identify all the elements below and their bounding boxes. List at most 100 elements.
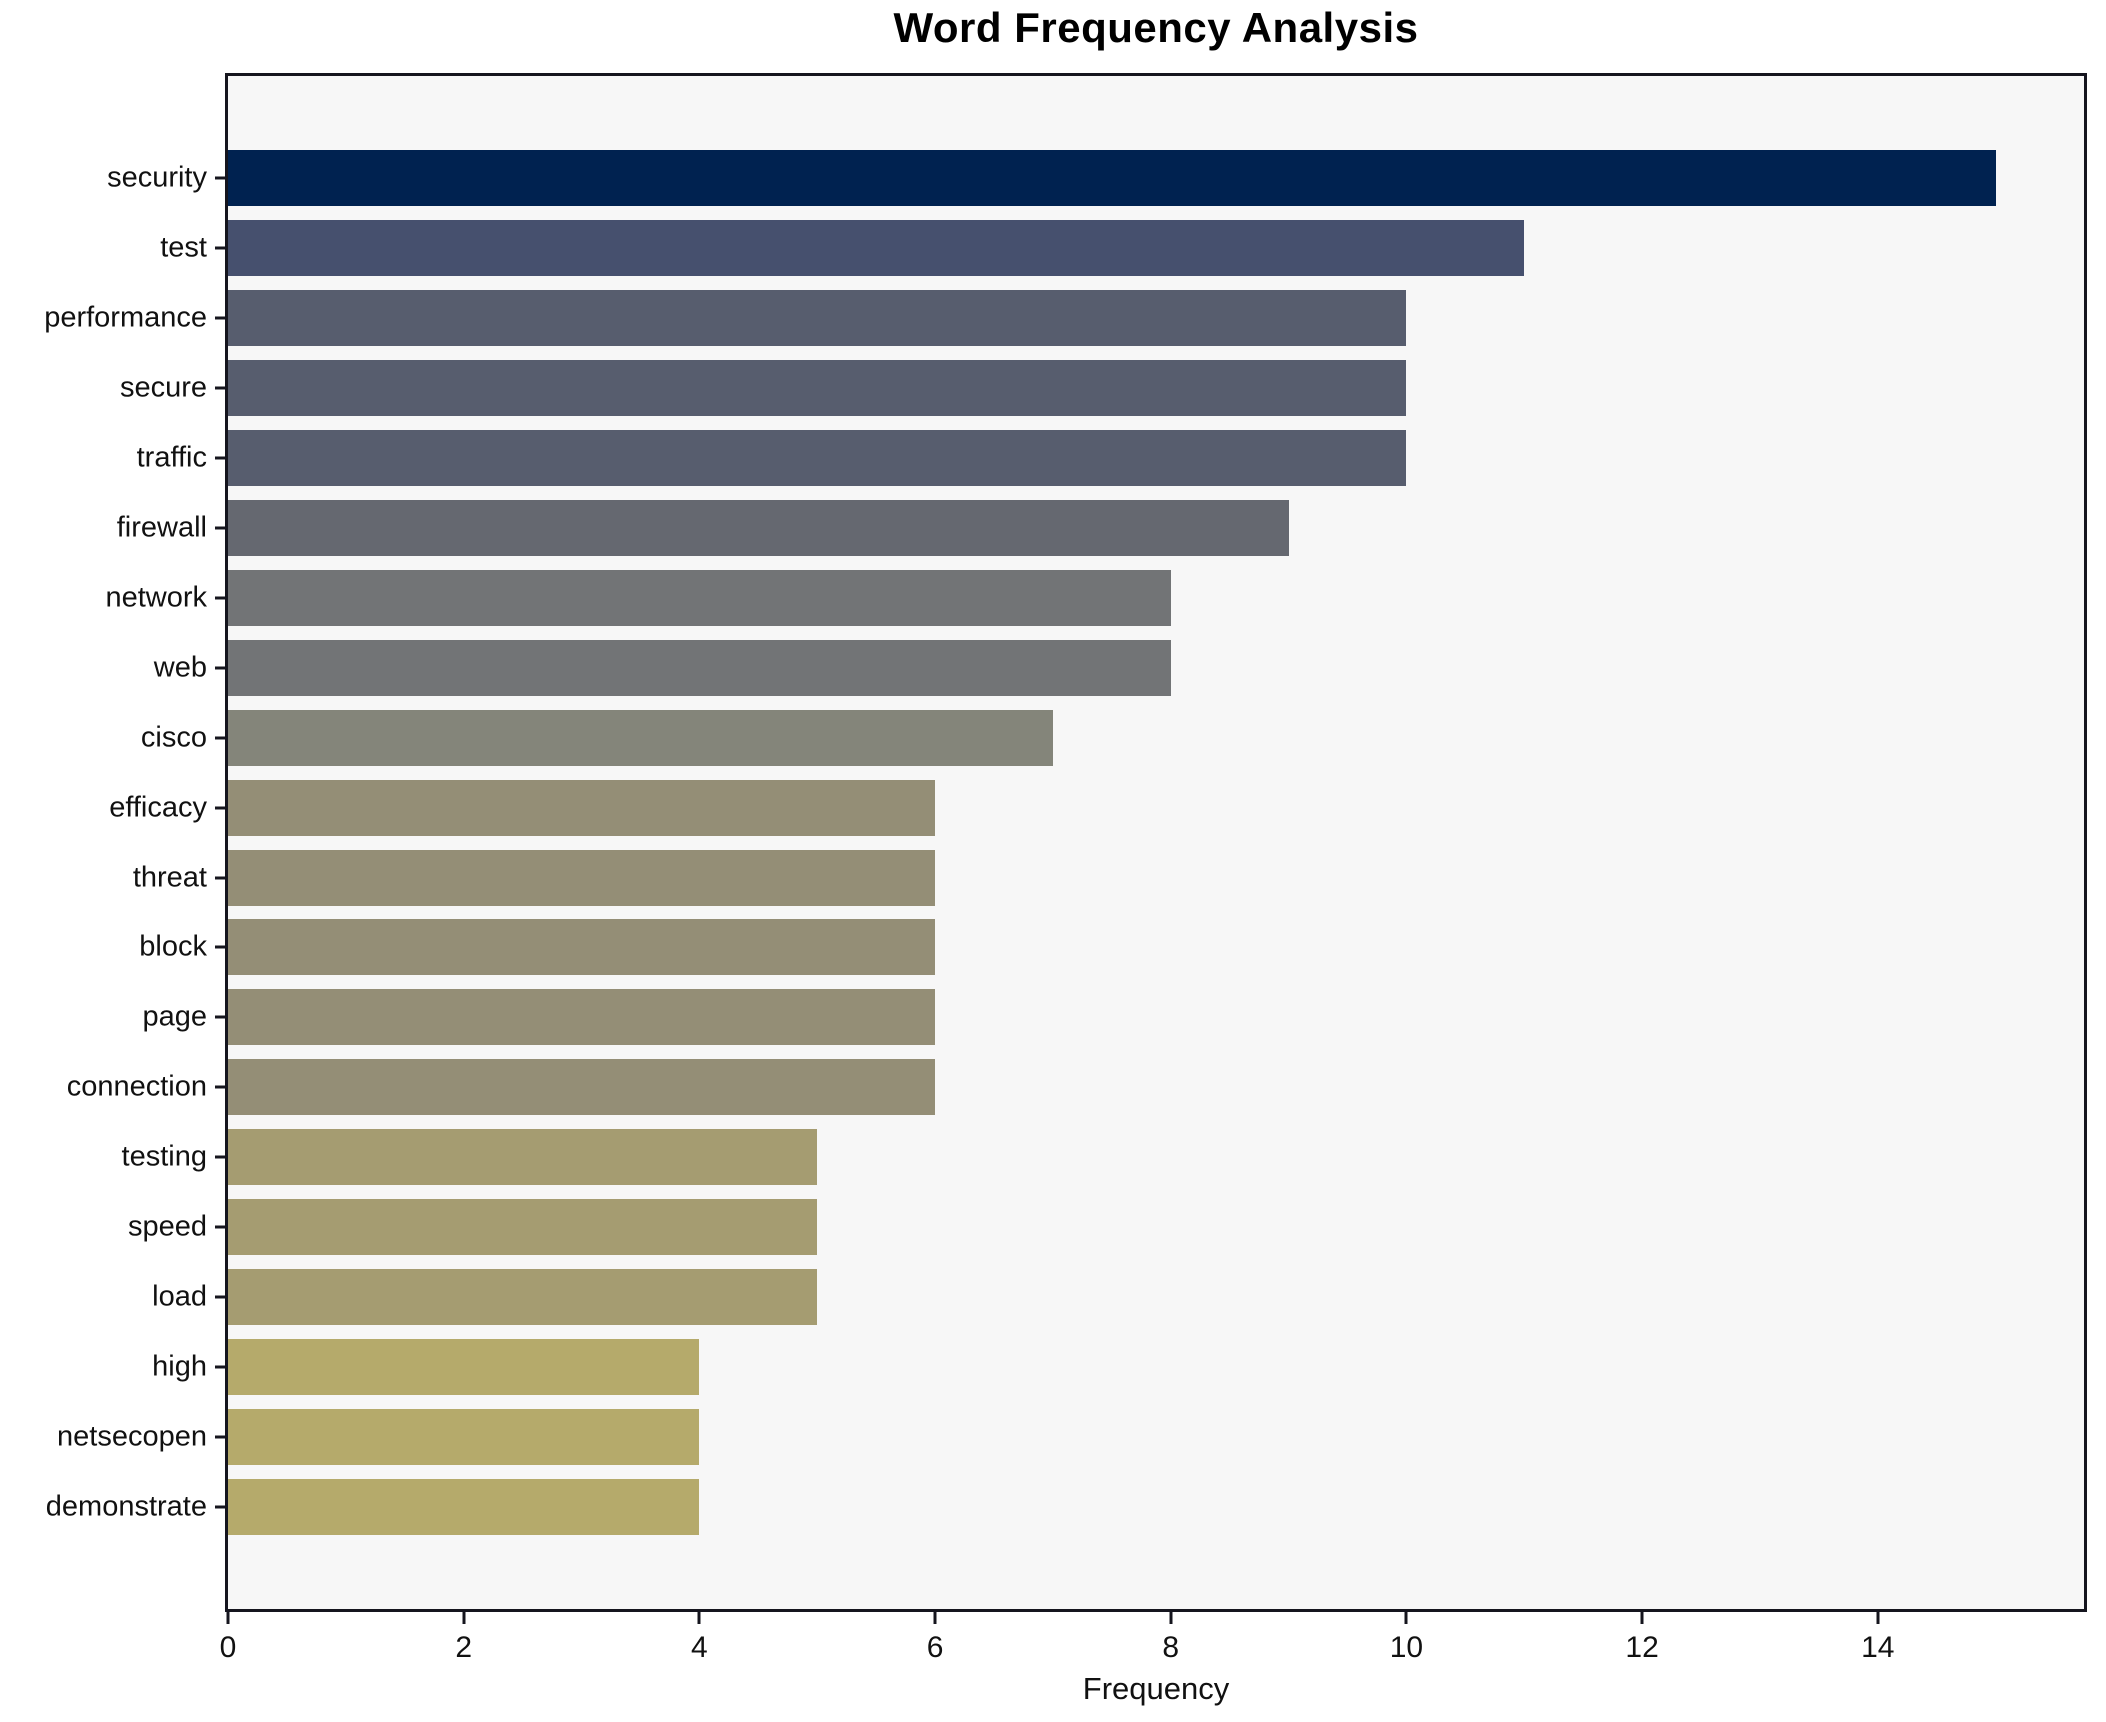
x-tick-label: 10 <box>1389 1631 1424 1664</box>
x-tick-mark <box>1169 1612 1173 1624</box>
y-tick-mark <box>215 316 225 320</box>
bar-row-load: load <box>152 1262 2084 1332</box>
x-tick-mark <box>697 1612 701 1624</box>
y-tick-label-netsecopen: netsecopen <box>57 1420 207 1453</box>
x-tick-label: 6 <box>926 1631 944 1664</box>
y-tick-mark <box>215 1295 225 1299</box>
bar-row-testing: testing <box>122 1122 2084 1192</box>
bar-row-connection: connection <box>67 1052 2084 1122</box>
y-tick-label-firewall: firewall <box>116 511 207 544</box>
bar-page <box>228 989 936 1046</box>
x-tick-label: 2 <box>455 1631 473 1664</box>
bar-load <box>228 1269 818 1326</box>
y-tick-label-network: network <box>105 581 207 614</box>
chart-title: Word Frequency Analysis <box>893 4 1419 51</box>
bar-security <box>228 149 1996 206</box>
y-tick-label-load: load <box>152 1280 207 1313</box>
bar-web <box>228 639 1171 696</box>
bar-row-traffic: traffic <box>137 423 2084 493</box>
x-tick-label: 12 <box>1625 1631 1659 1664</box>
y-tick-label-testing: testing <box>121 1140 207 1173</box>
y-tick-mark <box>215 1505 225 1509</box>
bar-row-threat: threat <box>133 843 2084 913</box>
y-tick-label-test: test <box>160 231 207 264</box>
x-tick-mark <box>1876 1612 1880 1624</box>
bar-secure <box>228 359 1407 416</box>
x-tick-label: 0 <box>219 1631 237 1664</box>
y-tick-mark <box>215 386 225 390</box>
y-tick-mark <box>215 806 225 810</box>
y-tick-mark <box>215 1015 225 1019</box>
bar-row-netsecopen: netsecopen <box>57 1402 2084 1472</box>
y-tick-label-high: high <box>152 1350 207 1383</box>
bar-network <box>228 569 1171 626</box>
plot-area: security test performance secure traffic fire… <box>44 73 2087 1706</box>
bar-firewall <box>228 499 1289 556</box>
bar-row-page: page <box>142 982 2084 1052</box>
bar-cisco <box>228 709 1053 766</box>
x-tick-mark <box>1404 1612 1408 1624</box>
y-tick-mark <box>215 1225 225 1229</box>
bar-row-high: high <box>152 1332 2084 1402</box>
bar-efficacy <box>228 779 936 836</box>
y-tick-mark <box>215 945 225 949</box>
bar-speed <box>228 1199 818 1256</box>
bar-row-web: web <box>154 633 2084 703</box>
bar-performance <box>228 289 1407 346</box>
y-tick-label-performance: performance <box>44 301 207 334</box>
y-tick-mark <box>215 876 225 879</box>
bar-row-speed: speed <box>128 1192 2084 1262</box>
y-tick-mark <box>215 526 225 530</box>
bar-row-secure: secure <box>120 353 2084 423</box>
y-tick-mark <box>215 736 225 740</box>
bar-row-network: network <box>105 563 2084 633</box>
x-tick-mark <box>1640 1612 1644 1624</box>
x-tick-mark <box>462 1612 466 1624</box>
y-tick-mark <box>215 666 225 670</box>
bar-high <box>228 1339 700 1396</box>
bar-row-cisco: cisco <box>141 703 2084 773</box>
bar-row-performance: performance <box>44 283 2084 353</box>
bars-container: security test performance secure traffic fire… <box>44 76 2084 1609</box>
y-tick-label-speed: speed <box>127 1210 207 1243</box>
y-tick-mark <box>215 596 225 600</box>
x-tick-label: 14 <box>1861 1631 1895 1664</box>
y-tick-label-traffic: traffic <box>136 441 207 474</box>
x-tick-mark <box>226 1612 230 1624</box>
y-tick-label-web: web <box>153 651 207 684</box>
y-tick-label-efficacy: efficacy <box>109 791 207 824</box>
y-tick-mark <box>215 246 225 250</box>
bar-row-test: test <box>160 213 2084 283</box>
y-tick-label-secure: secure <box>119 371 207 404</box>
y-tick-mark <box>215 1085 225 1089</box>
x-axis-label: Frequency <box>1082 1671 1230 1706</box>
y-tick-mark <box>215 456 225 460</box>
x-tick-label: 8 <box>1162 1631 1180 1664</box>
y-tick-label-block: block <box>139 930 207 963</box>
y-tick-label-security: security <box>107 161 207 194</box>
bar-row-firewall: firewall <box>117 493 2084 563</box>
bar-test <box>228 219 1525 276</box>
y-tick-label-demonstrate: demonstrate <box>45 1490 207 1523</box>
bar-threat <box>228 849 936 906</box>
y-tick-label-cisco: cisco <box>140 721 207 754</box>
bar-testing <box>228 1129 818 1186</box>
bar-demonstrate <box>228 1479 700 1536</box>
x-tick-label: 4 <box>691 1631 708 1664</box>
y-tick-mark <box>215 1155 225 1159</box>
bar-row-efficacy: efficacy <box>109 773 2084 843</box>
bar-connection <box>228 1059 936 1116</box>
y-tick-mark <box>215 1365 225 1369</box>
y-tick-label-threat: threat <box>132 861 207 893</box>
bar-row-demonstrate: demonstrate <box>46 1472 2084 1542</box>
y-tick-mark <box>215 1435 225 1439</box>
y-tick-label-connection: connection <box>66 1070 207 1103</box>
bar-traffic <box>228 429 1407 486</box>
y-tick-label-page: page <box>142 1000 207 1033</box>
bar-row-security: security <box>107 143 2084 213</box>
y-tick-mark <box>215 176 225 180</box>
x-tick-mark <box>933 1612 937 1624</box>
bar-row-block: block <box>139 912 2084 982</box>
bar-block <box>228 919 936 976</box>
